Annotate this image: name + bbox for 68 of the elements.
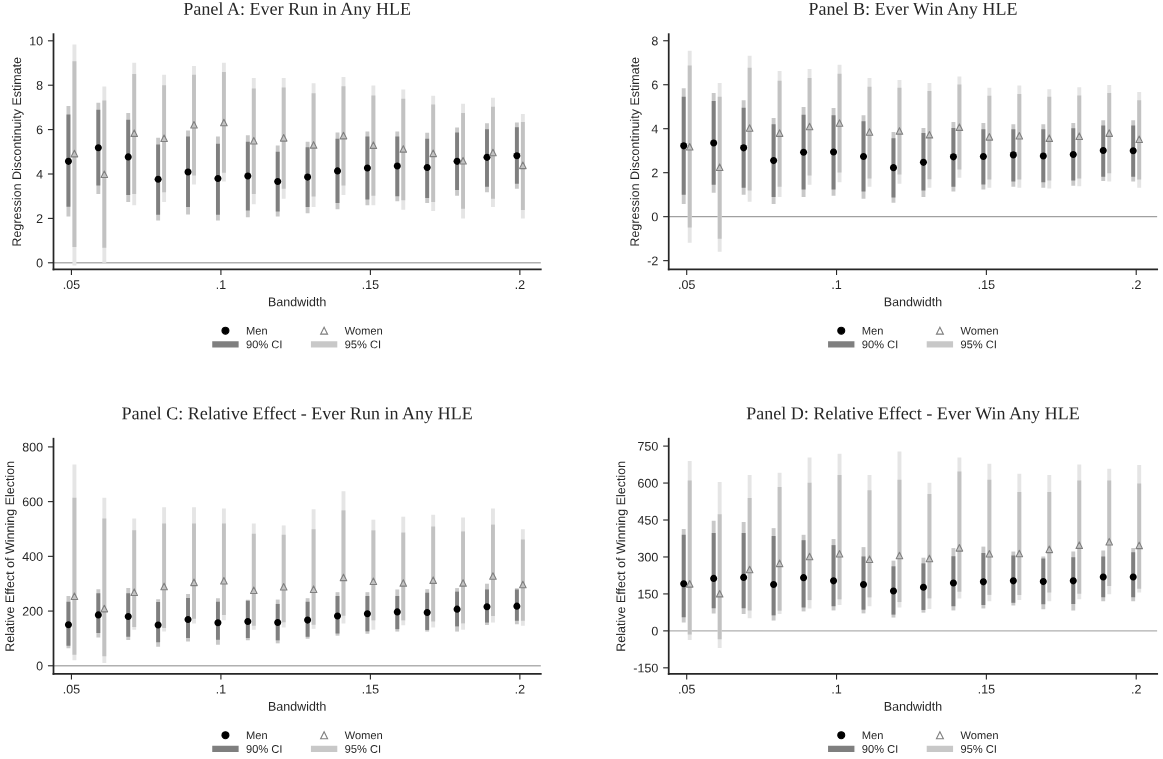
y-axis-title: Regression Discontinuity Estimate: [11, 57, 24, 246]
x-tick-label: .15: [362, 280, 379, 290]
y-tick-label: 2: [36, 214, 43, 223]
legend-label: 95% CI: [960, 745, 996, 753]
y-tick-label: 6: [36, 125, 43, 135]
legend-label: Women: [344, 731, 383, 740]
y-tick-label: 10: [30, 36, 43, 46]
y-tick-label: 400: [22, 552, 43, 561]
y-tick-label: 200: [22, 606, 43, 616]
y-tick-label: 150: [638, 589, 658, 599]
y-axis-title: Relative Effect of Winning Election: [5, 461, 17, 651]
y-tick-label: 0: [651, 212, 658, 222]
y-axis-title: Relative Effect of Winning Election: [616, 461, 628, 651]
y-tick-label: 8: [36, 81, 43, 90]
legend-label: Men: [862, 731, 883, 740]
x-axis-title: Bandwidth: [884, 297, 942, 307]
y-tick-label: 8: [651, 36, 658, 46]
x-tick-label: .15: [362, 684, 379, 694]
legend-label: 90% CI: [246, 340, 282, 349]
legend-label: Women: [344, 326, 383, 335]
x-tick-label: .05: [679, 684, 695, 694]
y-tick-label: 4: [651, 124, 658, 134]
legend-label: Men: [246, 731, 267, 740]
x-axis-title: Bandwidth: [884, 701, 942, 711]
x-tick-label: .2: [515, 684, 525, 694]
chart-title: Panel A: Ever Run in Any HLE: [183, 2, 411, 19]
legend-label: 95% CI: [960, 340, 996, 349]
chart-title: Panel C: Relative Effect - Ever Run in Any HLE: [122, 406, 472, 424]
x-tick-label: .2: [515, 280, 525, 289]
legend-label: Men: [862, 326, 883, 335]
x-tick-label: .05: [679, 280, 695, 290]
legend-label: Men: [246, 326, 267, 335]
chart-title: Panel D: Relative Effect - Ever Win Any HLE: [746, 406, 1079, 424]
y-tick-label: 0: [651, 626, 658, 636]
y-tick-label: 2: [651, 168, 658, 178]
legend-label: 95% CI: [345, 340, 381, 349]
legend-label: 95% CI: [345, 745, 381, 753]
legend-label: Women: [960, 326, 998, 335]
y-tick-label: 600: [638, 478, 658, 488]
legend-label: 90% CI: [862, 745, 898, 753]
x-tick-label: .1: [832, 684, 842, 694]
y-tick-label: 6: [651, 80, 658, 90]
x-tick-label: .2: [1132, 684, 1141, 694]
y-tick-label: 800: [22, 442, 43, 452]
x-tick-label: .2: [1132, 280, 1141, 289]
y-tick-label: 750: [638, 441, 658, 451]
x-tick-label: .05: [63, 684, 80, 694]
x-tick-label: .05: [63, 280, 80, 290]
y-tick-label: 0: [36, 661, 43, 671]
legend-label: 90% CI: [246, 745, 282, 753]
y-tick-label: 4: [36, 169, 43, 179]
x-tick-label: .1: [216, 280, 226, 289]
x-axis-title: Bandwidth: [268, 297, 326, 307]
y-tick-label: -2: [647, 256, 658, 266]
y-axis-title: Regression Discontinuity Estimate: [629, 57, 642, 246]
y-tick-label: 600: [22, 497, 43, 507]
x-tick-label: .15: [978, 280, 995, 290]
y-tick-label: -150: [633, 663, 658, 673]
x-axis-title: Bandwidth: [268, 701, 326, 711]
y-tick-label: 300: [637, 552, 658, 562]
legend-label: 90% CI: [862, 340, 898, 349]
x-tick-label: .1: [216, 684, 226, 694]
y-tick-label: 0: [36, 258, 43, 268]
x-tick-label: .1: [832, 280, 842, 289]
chart-title: Panel B: Ever Win Any HLE: [808, 2, 1017, 19]
y-tick-label: 450: [637, 515, 658, 525]
legend-label: Women: [960, 731, 998, 740]
x-tick-label: .15: [978, 684, 995, 694]
